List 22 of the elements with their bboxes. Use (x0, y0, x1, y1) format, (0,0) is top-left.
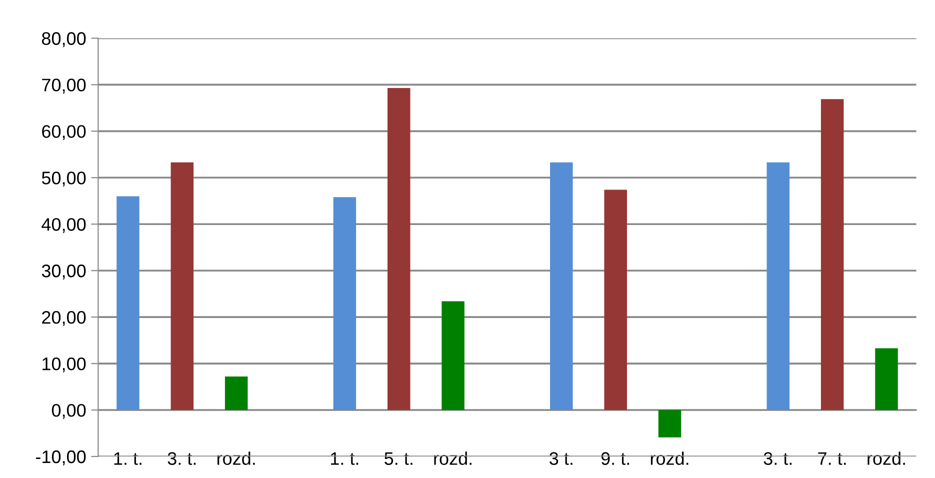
bar (333, 197, 356, 410)
y-tick-label: 60,00 (42, 125, 86, 140)
bar (766, 162, 790, 410)
bar (604, 190, 627, 410)
bar (550, 162, 573, 410)
y-tick-label: 70,00 (42, 78, 86, 94)
bar (442, 301, 464, 410)
y-tick-label: 80,00 (42, 32, 86, 48)
y-tick-label: 40,00 (42, 218, 86, 233)
y-tick-label: -10,00 (36, 450, 86, 466)
bar (820, 99, 844, 410)
bar (116, 196, 140, 410)
bar (658, 410, 682, 438)
bar (224, 376, 248, 410)
y-tick-label: 50,00 (42, 172, 86, 187)
y-tick-label: 0,00 (52, 404, 86, 419)
y-tick-label: 10,00 (42, 357, 86, 372)
bar (388, 88, 410, 410)
y-tick-label: 30,00 (42, 264, 86, 280)
bar (170, 162, 194, 410)
y-tick-label: 20,00 (42, 311, 86, 326)
bar (875, 348, 898, 410)
